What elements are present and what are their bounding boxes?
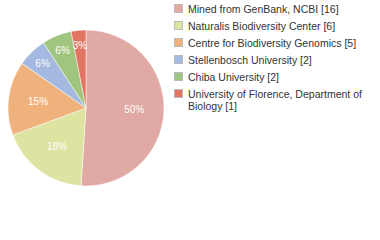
legend-label: University of Florence, Department of Bi… bbox=[188, 88, 374, 112]
slice-label: 15% bbox=[28, 96, 48, 107]
chart: 50%18%15%6%6%3% Mined from GenBank, NCBI… bbox=[0, 0, 380, 240]
legend-item: Chiba University [2] bbox=[174, 71, 374, 83]
slice-label: 6% bbox=[55, 45, 70, 56]
slice-label: 18% bbox=[47, 141, 67, 152]
legend-label: Mined from GenBank, NCBI [16] bbox=[188, 3, 339, 15]
legend-swatch bbox=[174, 55, 183, 64]
legend: Mined from GenBank, NCBI [16] Naturalis B… bbox=[174, 3, 374, 112]
legend-swatch bbox=[174, 89, 183, 98]
legend-swatch bbox=[174, 4, 183, 13]
legend-swatch bbox=[174, 38, 183, 47]
legend-item: Centre for Biodiversity Genomics [5] bbox=[174, 37, 374, 49]
legend-label: Centre for Biodiversity Genomics [5] bbox=[188, 37, 356, 49]
pie-area: 50%18%15%6%6%3% bbox=[0, 0, 175, 240]
slice bbox=[81, 30, 164, 186]
legend-item: Stellenbosch University [2] bbox=[174, 54, 374, 66]
slice-label: 3% bbox=[73, 40, 88, 51]
legend-swatch bbox=[174, 72, 183, 81]
legend-swatch bbox=[174, 21, 183, 30]
slices bbox=[8, 30, 164, 186]
legend-label: Stellenbosch University [2] bbox=[188, 54, 312, 66]
legend-label: Chiba University [2] bbox=[188, 71, 279, 83]
legend-item: University of Florence, Department of Bi… bbox=[174, 88, 374, 112]
legend-item: Naturalis Biodiversity Center [6] bbox=[174, 20, 374, 32]
slice-label: 6% bbox=[35, 58, 50, 69]
legend-label: Naturalis Biodiversity Center [6] bbox=[188, 20, 335, 32]
slice-labels: 50%18%15%6%6%3% bbox=[28, 40, 144, 152]
slice-label: 50% bbox=[124, 104, 144, 115]
legend-item: Mined from GenBank, NCBI [16] bbox=[174, 3, 374, 15]
